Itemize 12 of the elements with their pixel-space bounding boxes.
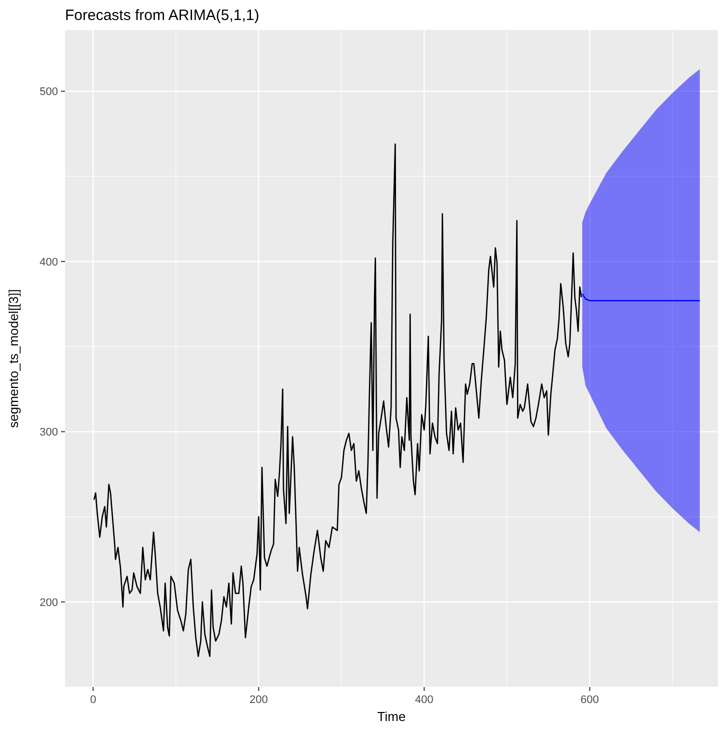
x-tick-label: 600 [580,694,599,706]
y-tick-label: 500 [40,86,58,98]
y-tick-label: 300 [40,426,58,439]
y-axis-title: segmento_ts_model[[3]] [6,289,21,428]
x-tick-label: 400 [415,694,434,706]
y-tick-label: 400 [40,256,58,268]
x-tick-label: 200 [249,694,268,706]
x-tick-label: 0 [90,694,96,706]
y-tick-label: 200 [40,596,58,609]
line-series [93,143,582,658]
chart-title: Forecasts from ARIMA(5,1,1) [65,7,260,24]
x-axis-title: Time [377,709,406,724]
